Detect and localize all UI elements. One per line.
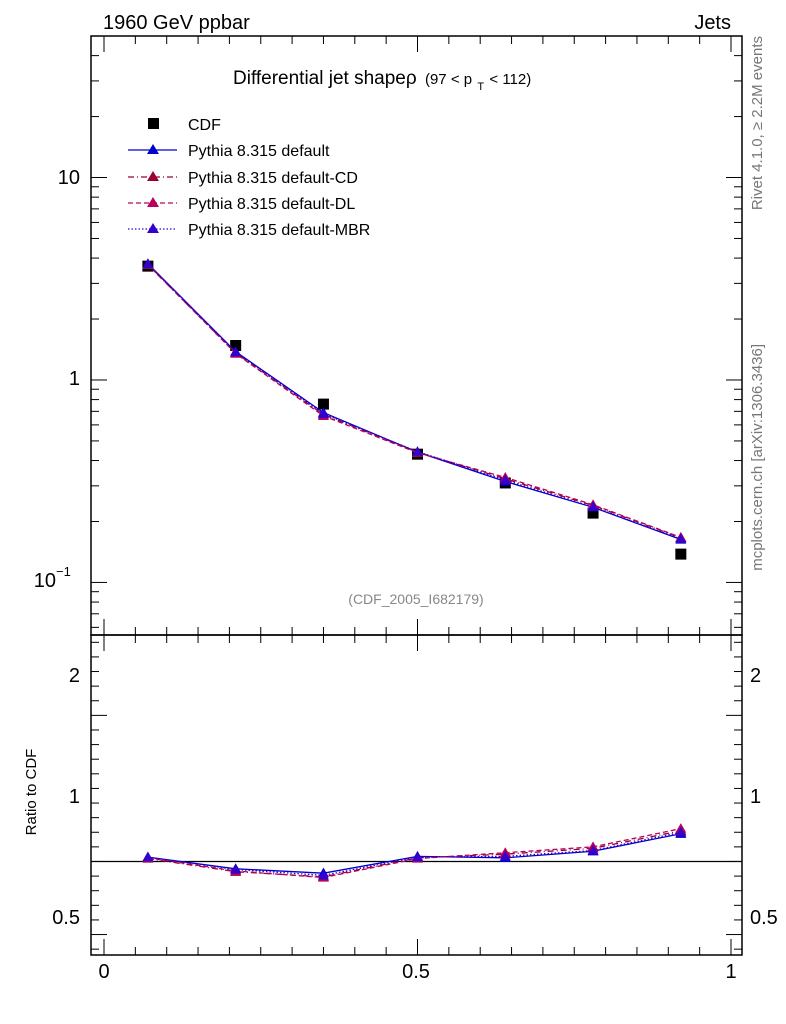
ratio-y-tick-0p5: 0.5 [52, 907, 80, 929]
ratio-y-tick-1: 1 [69, 786, 80, 808]
legend-default-marker [147, 144, 159, 154]
data-point-cdf [675, 548, 687, 560]
data-point-pythia-8-315-default-mbr [230, 346, 242, 357]
data-point-pythia-8-315-default-mbr [142, 258, 154, 269]
header-right: Jets [694, 12, 731, 34]
ratio-line-pythia-8-315-default-dl [147, 827, 681, 879]
ratio-point-pythia-8-315-default-mbr [317, 869, 329, 880]
data-point-pythia-8-315-default-mbr [587, 501, 599, 512]
ratio-point-pythia-8-315-default-mbr [142, 851, 154, 862]
ratio-series [142, 823, 687, 882]
data-point-pythia-8-315-default-mbr [675, 533, 687, 544]
rivet-label: Rivet 4.1.0, ≥ 2.2M events [749, 36, 766, 210]
series-line-pythia-8-315-default [147, 263, 682, 541]
chart-title: Differential jet shapeρ (97 < p T < 112) [233, 68, 531, 95]
series-line-pythia-8-315-default-mbr [147, 263, 682, 540]
header-left: 1960 GeV ppbar [103, 12, 250, 34]
legend: CDF Pythia 8.315 default Pythia 8.315 de… [128, 117, 370, 239]
data-point-cdf [587, 507, 599, 519]
legend-mbr-label: Pythia 8.315 default-MBR [188, 222, 370, 239]
y-tick-label-0p1-base: 10 [34, 570, 56, 592]
data-point-pythia-8-315-default-mbr [412, 446, 423, 456]
ratio-plot-frame [90, 634, 743, 956]
y-tick-label-0p1-exp: −1 [56, 564, 71, 579]
y-tick-label-10: 10 [58, 167, 80, 189]
ratio-y-tick-2: 2 [69, 665, 80, 687]
legend-default-label: Pythia 8.315 default [188, 143, 330, 160]
ratio-point-pythia-8-315-default-mbr [412, 851, 423, 862]
ratio-point-pythia-8-315-default-mbr [230, 864, 242, 874]
ratio-y-tick-0p5-right: 0.5 [750, 907, 778, 929]
ratio-y-tick-1-right: 1 [750, 786, 761, 808]
data-point-pythia-8-315-default-mbr [499, 474, 511, 485]
ratio-point-pythia-8-315-default-mbr [499, 850, 511, 861]
legend-cdf-marker [148, 118, 159, 129]
axis-ticks [91, 35, 742, 955]
series-line-pythia-8-315-default-dl [147, 264, 682, 538]
title-sub-end: < 112) [489, 71, 531, 88]
title-sub: (97 < p [425, 71, 472, 88]
main-series [142, 258, 687, 560]
data-point-cdf [317, 398, 329, 410]
legend-cd-marker [147, 171, 159, 181]
data-point-cdf [230, 340, 242, 352]
ratio-point-pythia-8-315-default-mbr [587, 845, 599, 855]
legend-cd-label: Pythia 8.315 default-CD [188, 170, 358, 187]
data-point-pythia-8-315-default-mbr [317, 408, 329, 419]
y-tick-label-1: 1 [69, 368, 80, 390]
ratio-ylabel: Ratio to CDF [23, 749, 40, 836]
ratio-line-pythia-8-315-default [147, 833, 681, 874]
series-line-pythia-8-315-default-cd [147, 264, 682, 539]
legend-cdf-label: CDF [188, 117, 221, 134]
ratio-point-pythia-8-315-default-mbr [675, 826, 687, 837]
x-tick-label-0: 0 [98, 961, 109, 983]
legend-dl-label: Pythia 8.315 default-DL [188, 196, 355, 213]
ratio-line-pythia-8-315-default-mbr [147, 831, 681, 877]
title-sub-index: T [477, 81, 484, 93]
legend-dl-marker [147, 197, 159, 207]
ratio-y-tick-2-right: 2 [750, 665, 761, 687]
title-main: Differential jet shapeρ [233, 68, 417, 89]
legend-mbr-marker [147, 223, 159, 233]
x-tick-label-0p5: 0.5 [402, 961, 430, 983]
analysis-label: (CDF_2005_I682179) [348, 591, 483, 607]
x-tick-label-1: 1 [725, 961, 736, 983]
mcplots-label: mcplots.cern.ch [arXiv:1306.3436] [749, 344, 766, 571]
y-tick-label-0p1: 10 [34, 570, 56, 592]
